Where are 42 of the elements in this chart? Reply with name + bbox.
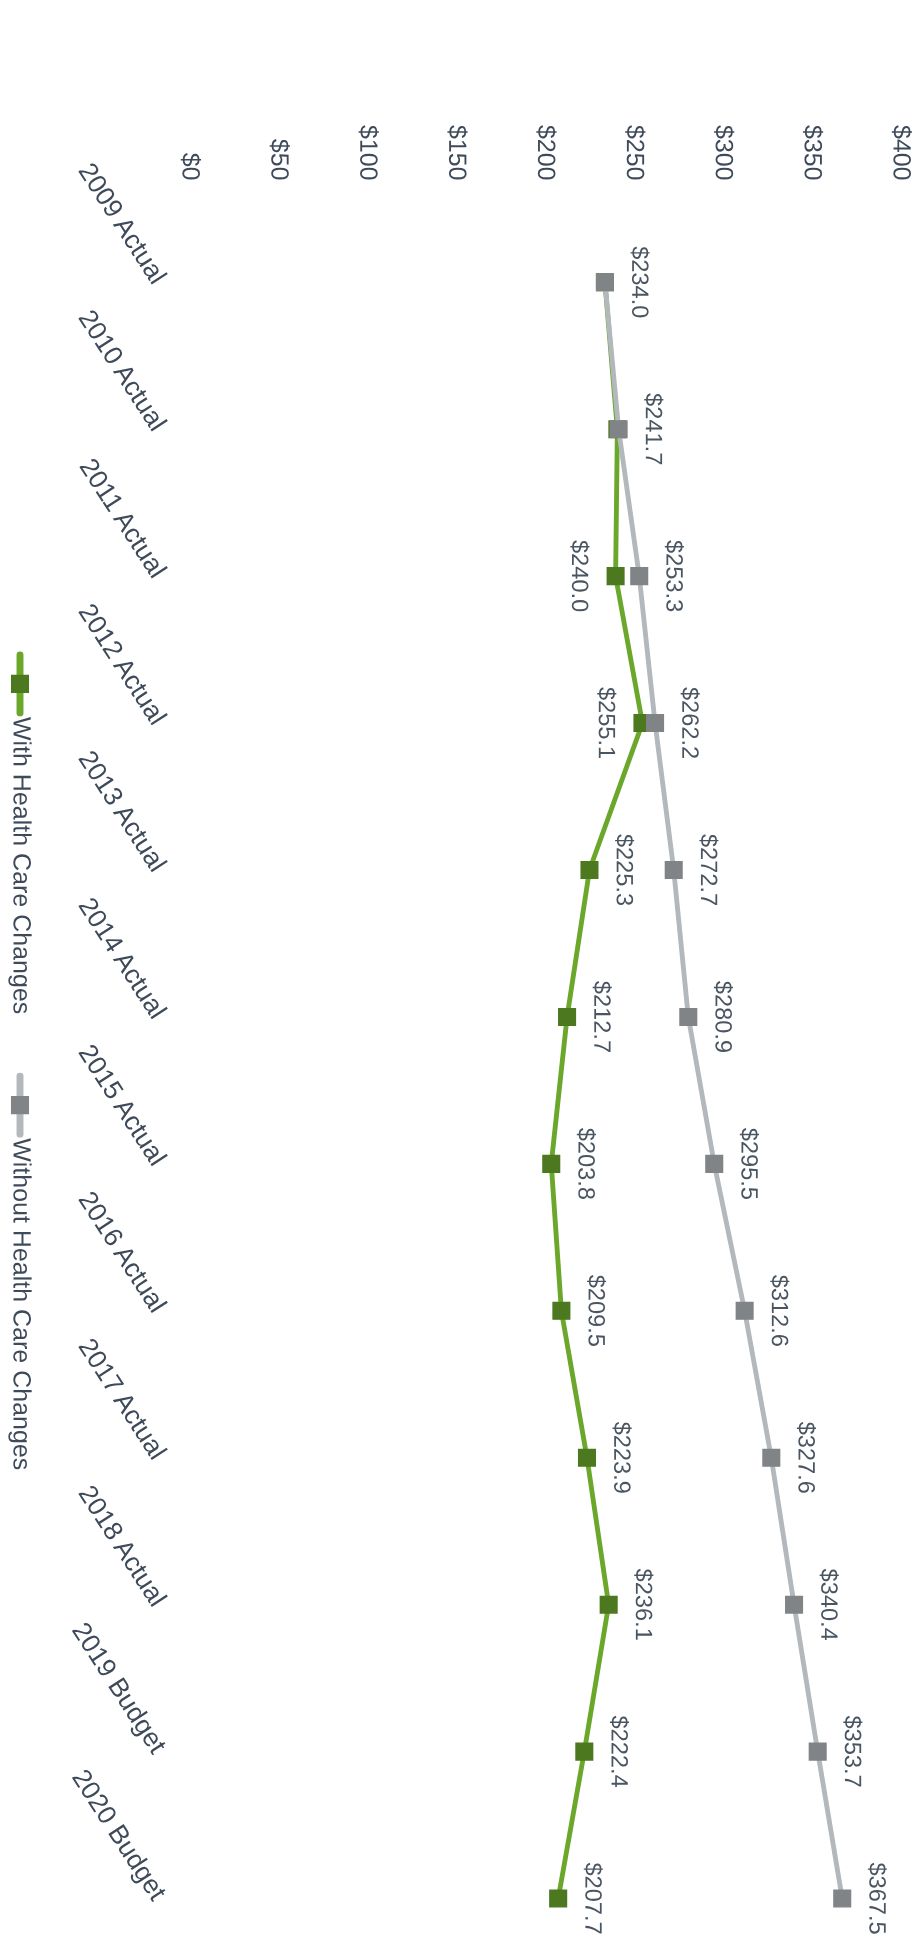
data-label: $241.7 [644,393,664,465]
data-label: $207.7 [583,1862,603,1934]
point [549,1889,568,1908]
data-label: $234.0 [630,246,650,318]
data-label: $253.3 [664,540,684,612]
data-label: $340.4 [819,1568,839,1641]
data-label: $212.7 [592,981,612,1052]
point [558,1007,577,1026]
x-tick-label: $100 [358,125,379,180]
x-tick-label: $0 [180,153,202,180]
point [580,860,599,880]
x-tick-label: $200 [536,125,557,180]
point [577,1448,597,1467]
x-tick-label: $150 [447,125,468,180]
point [606,567,625,586]
data-label: $280.9 [713,981,734,1052]
data-label: $209.5 [586,1274,607,1346]
point [599,1595,618,1614]
data-label: $236.1 [634,1568,654,1640]
data-label: $225.3 [615,834,635,906]
x-tick-label: $50 [269,139,290,180]
data-label: $223.9 [612,1421,632,1493]
data-label: $222.4 [609,1715,630,1788]
legend-label: Without Health Care Changes [8,1138,32,1470]
point [542,1154,561,1173]
data-label: $262.2 [680,687,700,759]
data-label: $203.8 [576,1128,596,1199]
data-label: $327.6 [796,1421,817,1493]
x-tick-label: $300 [714,125,735,180]
point [575,1742,594,1761]
data-label: $367.5 [867,1862,887,1934]
legend-label: With Health Care Changes [8,716,32,1014]
x-tick-label: $400 [891,125,913,180]
data-label: $295.5 [739,1128,759,1200]
data-label: $353.7 [843,1715,863,1787]
data-label: $272.7 [699,834,719,905]
data-label: $312.6 [770,1274,790,1346]
data-label: $240.0 [570,540,590,612]
data-label: $255.1 [597,687,617,759]
point [552,1301,571,1320]
x-tick-label: $250 [625,125,646,180]
x-tick-label: $350 [802,125,824,180]
